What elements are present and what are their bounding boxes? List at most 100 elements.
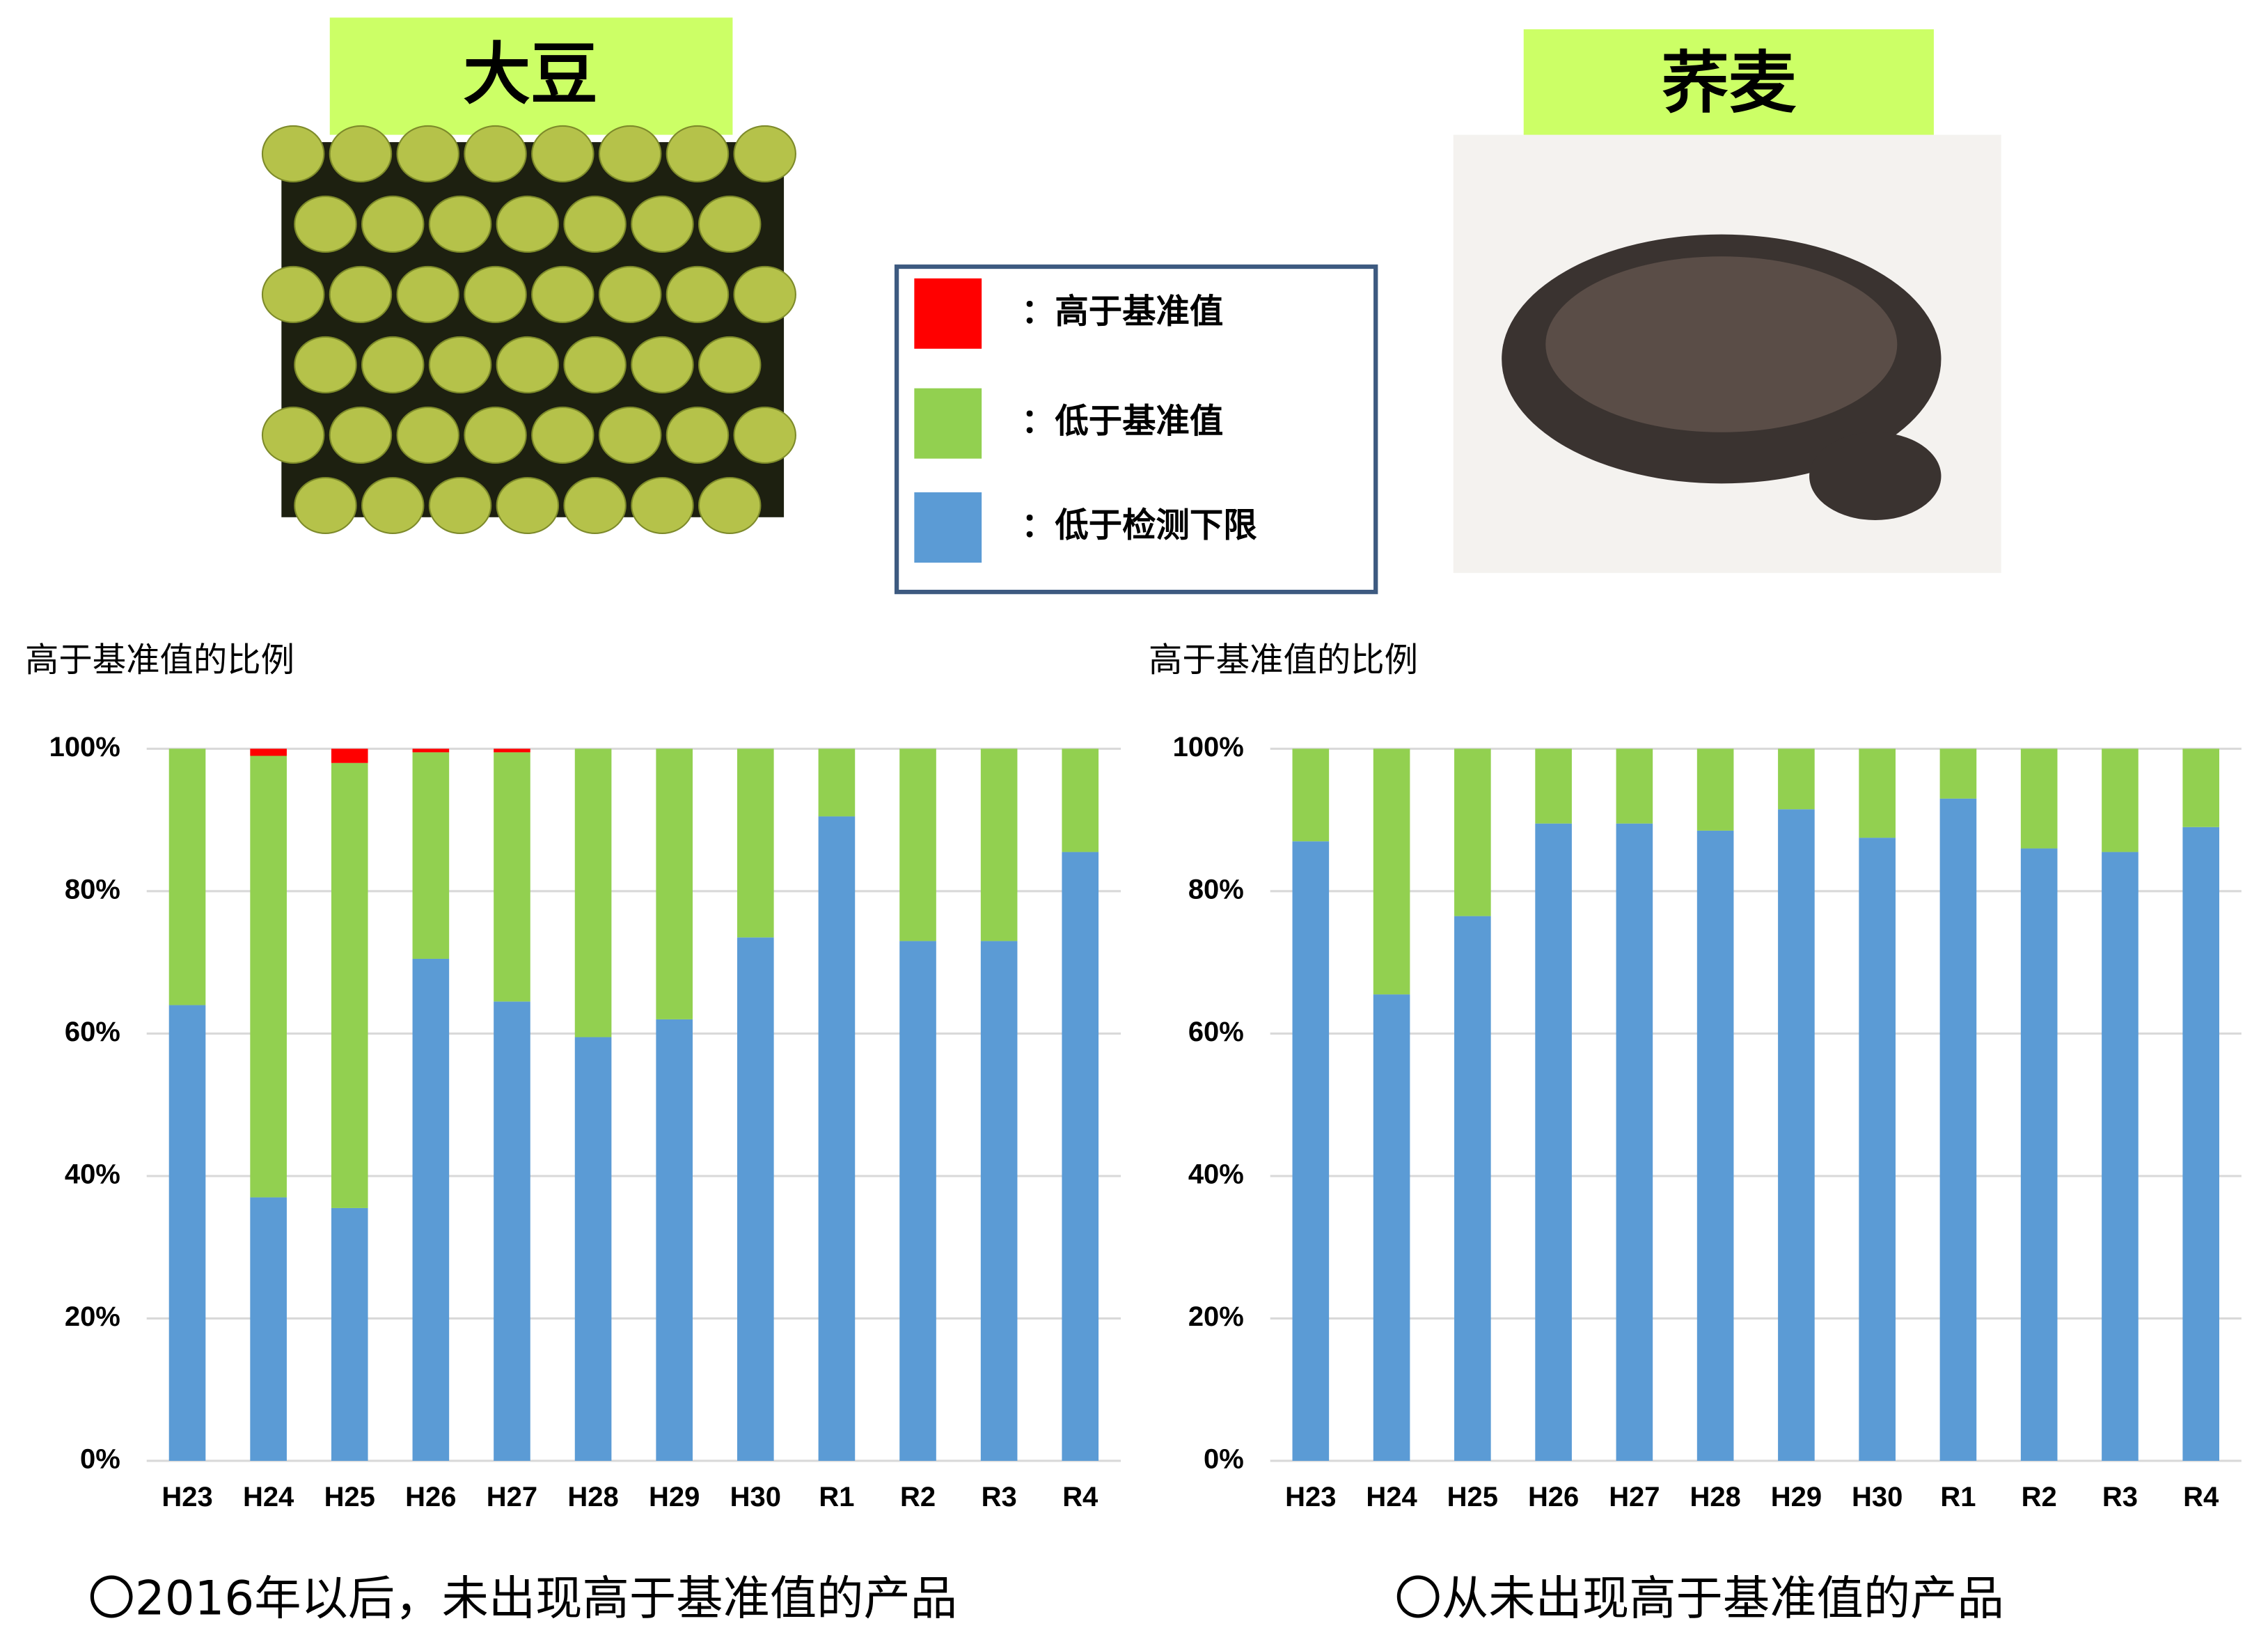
bean bbox=[631, 336, 694, 393]
x-tick-label: H26 bbox=[405, 1482, 456, 1512]
legend-label: ：高于基准值 bbox=[1021, 292, 1223, 331]
x-tick-label: R2 bbox=[2022, 1482, 2057, 1512]
bar-segment bbox=[412, 752, 450, 959]
bean bbox=[666, 406, 730, 464]
y-tick-label: 80% bbox=[65, 874, 120, 905]
y-tick-label: 20% bbox=[65, 1301, 120, 1332]
bean bbox=[361, 195, 425, 253]
bar-segment bbox=[574, 749, 612, 1038]
x-tick-label: H26 bbox=[1528, 1482, 1579, 1512]
panel-title: 荞麦 bbox=[1662, 44, 1797, 123]
x-tick-label: H29 bbox=[649, 1482, 700, 1512]
bar-segment bbox=[980, 941, 1018, 1461]
y-tick-label: 0% bbox=[1204, 1444, 1244, 1475]
bean bbox=[261, 125, 325, 182]
bean bbox=[666, 265, 730, 323]
bar-segment bbox=[1535, 823, 1572, 1461]
buckwheat-photo bbox=[1453, 134, 2001, 573]
legend-swatch bbox=[914, 388, 982, 459]
bean bbox=[261, 406, 325, 464]
bean bbox=[563, 336, 627, 393]
bar-segment bbox=[574, 1037, 612, 1461]
bar-segment bbox=[494, 1001, 530, 1461]
y-tick-label: 0% bbox=[80, 1444, 120, 1475]
x-tick-label: H30 bbox=[730, 1482, 781, 1512]
x-tick-label: H23 bbox=[162, 1482, 212, 1512]
bar-segment bbox=[1292, 841, 1330, 1461]
bean bbox=[698, 476, 762, 535]
bean bbox=[428, 336, 492, 393]
x-tick-label: H27 bbox=[1609, 1482, 1660, 1512]
bar-segment bbox=[412, 749, 450, 753]
x-tick-label: H28 bbox=[1690, 1482, 1740, 1512]
bar-segment bbox=[494, 752, 530, 1002]
bean bbox=[496, 476, 560, 535]
legend: ：高于基准值 ：低于基准值 ：低于检测下限 bbox=[914, 278, 1257, 563]
bar-segment bbox=[1696, 830, 1734, 1461]
x-tick-label: H24 bbox=[1366, 1482, 1417, 1512]
bean bbox=[698, 336, 762, 393]
bean bbox=[598, 406, 662, 464]
bar-segment bbox=[1616, 749, 1653, 824]
bean bbox=[631, 476, 694, 535]
y-axis-label: 高于基准值的比例 bbox=[25, 641, 294, 680]
y-tick-label: 40% bbox=[1188, 1159, 1244, 1189]
legend-label: ：低于检测下限 bbox=[1021, 506, 1257, 545]
x-tick-label: R3 bbox=[2102, 1482, 2138, 1512]
bar-segment bbox=[250, 1197, 287, 1461]
bar-segment bbox=[2020, 749, 2058, 849]
bar-segment bbox=[1616, 823, 1653, 1461]
bean bbox=[531, 265, 594, 323]
legend-swatch bbox=[914, 492, 982, 563]
bar-segment bbox=[1859, 838, 1896, 1461]
bean bbox=[563, 476, 627, 535]
x-tick-label: R4 bbox=[1062, 1482, 1098, 1512]
bean bbox=[261, 265, 325, 323]
x-tick-label: H27 bbox=[487, 1482, 537, 1512]
bean bbox=[428, 476, 492, 535]
bar-segment bbox=[412, 958, 450, 1461]
bean bbox=[598, 265, 662, 323]
x-tick-label: H24 bbox=[243, 1482, 294, 1512]
bean bbox=[496, 336, 560, 393]
bean bbox=[733, 265, 796, 323]
bean bbox=[294, 195, 357, 253]
bar-segment bbox=[250, 749, 287, 756]
grain-pile bbox=[1545, 256, 1898, 432]
bar-segment bbox=[1373, 749, 1410, 995]
y-tick-label: 40% bbox=[65, 1159, 120, 1189]
bean bbox=[733, 406, 796, 464]
bar-segment bbox=[2182, 749, 2220, 827]
bean bbox=[698, 195, 762, 253]
bar-segment bbox=[1696, 749, 1734, 831]
bar-segment bbox=[737, 937, 774, 1461]
bean bbox=[496, 195, 560, 253]
bar-segment bbox=[818, 816, 856, 1461]
bar-segment bbox=[1454, 916, 1491, 1461]
bean bbox=[733, 125, 796, 182]
bar-segment bbox=[656, 1019, 693, 1461]
x-tick-label: H25 bbox=[1447, 1482, 1498, 1512]
y-tick-label: 100% bbox=[49, 732, 120, 762]
x-tick-label: H29 bbox=[1771, 1482, 1822, 1512]
y-tick-label: 80% bbox=[1188, 874, 1244, 905]
bean bbox=[396, 125, 459, 182]
bar-segment bbox=[331, 762, 368, 1208]
bar-segment bbox=[1939, 798, 1977, 1461]
bar-segment bbox=[331, 749, 368, 763]
bean bbox=[563, 195, 627, 253]
grain-pile bbox=[1809, 432, 1942, 521]
bar-segment bbox=[1859, 749, 1896, 838]
bar-segment bbox=[1939, 749, 1977, 799]
bean bbox=[329, 265, 393, 323]
x-tick-label: H30 bbox=[1852, 1482, 1903, 1512]
bean bbox=[329, 125, 393, 182]
bar-segment bbox=[168, 1005, 206, 1461]
bar-segment bbox=[2102, 749, 2139, 852]
bean bbox=[396, 406, 459, 464]
bar-segment bbox=[1778, 809, 1815, 1461]
bar-segment bbox=[1292, 749, 1330, 842]
x-tick-label: R2 bbox=[900, 1482, 936, 1512]
bar-segment bbox=[899, 941, 936, 1461]
bar-segment bbox=[168, 749, 206, 1005]
